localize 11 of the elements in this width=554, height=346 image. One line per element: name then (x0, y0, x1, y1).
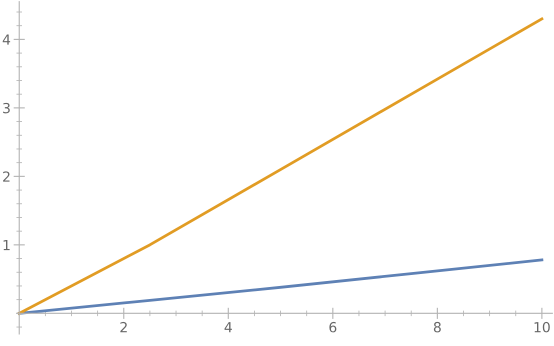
line-series (18, 258, 544, 315)
x-tick-label: 6 (329, 322, 336, 332)
y-tick-label: 3 (3, 102, 10, 114)
x-tick-label: 4 (224, 322, 232, 332)
x-tick-label: 8 (434, 322, 441, 332)
line-series (18, 17, 544, 315)
y-tick-label: 4 (2, 34, 10, 45)
x-tick-label: 10 (534, 322, 550, 332)
x-tick-label: 2 (120, 322, 127, 332)
y-tick-label: 2 (3, 171, 10, 182)
y-tick-label: 1 (4, 240, 10, 250)
